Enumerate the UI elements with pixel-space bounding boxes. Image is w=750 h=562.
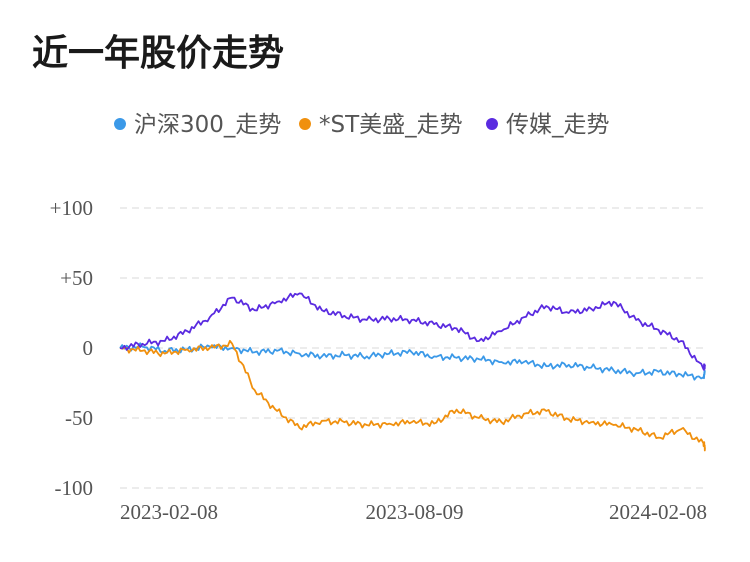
y-tick-label: 0 — [83, 336, 94, 360]
page-title: 近一年股价走势 — [32, 33, 285, 74]
legend-marker — [299, 118, 311, 130]
x-axis: 2023-02-08 2023-08-09 2024-02-08 — [120, 500, 707, 524]
x-tick-label: 2023-08-09 — [366, 500, 464, 524]
x-tick-label: 2023-02-08 — [120, 500, 218, 524]
y-tick-label: -50 — [65, 406, 93, 430]
series-line — [119, 342, 706, 381]
legend-label: *ST美盛_走势 — [319, 112, 463, 138]
x-tick-label: 2024-02-08 — [609, 500, 707, 524]
legend-marker — [114, 118, 126, 130]
series-line — [119, 292, 706, 371]
legend-label: 沪深300_走势 — [134, 112, 281, 138]
legend: 沪深300_走势 *ST美盛_走势 传媒_走势 — [114, 112, 610, 138]
y-tick-label: +100 — [50, 196, 93, 220]
y-axis: +100 +50 0 -50 -100 — [50, 196, 93, 500]
y-tick-label: -100 — [55, 476, 94, 500]
series-line — [119, 339, 706, 452]
y-tick-label: +50 — [60, 266, 93, 290]
series-group — [119, 292, 706, 452]
grid-lines — [120, 207, 705, 489]
legend-label: 传媒_走势 — [506, 112, 610, 138]
legend-marker — [486, 118, 498, 130]
